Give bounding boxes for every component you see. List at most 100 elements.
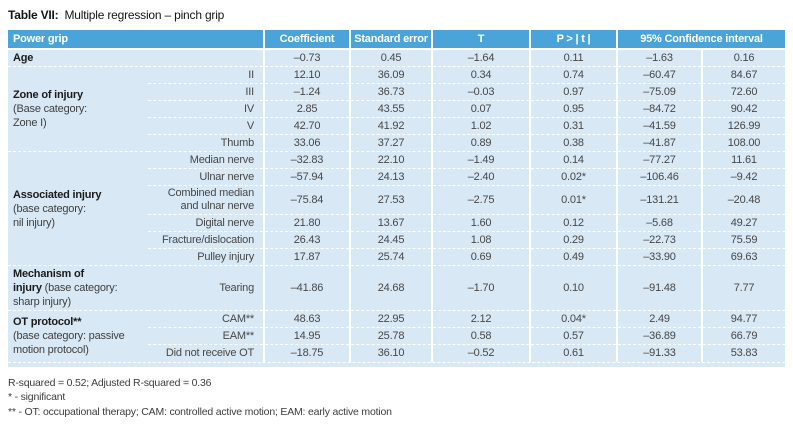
table-row: Combined median and ulnar nerve –75.84 27.… [8,185,785,215]
table-row: EAM** 14.95 25.78 0.58 0.57 –36.89 66.79 [8,327,785,345]
cell-p: 0.10 [529,265,617,311]
table-row: Age –0.73 0.45 –1.64 0.11 –1.63 0.16 [8,49,785,67]
cell-coefficient: –57.94 [263,168,350,186]
row-group-label: Mechanism of injury (base category: shar… [8,265,148,311]
row-group-label: Zone of injury (Base category: Zone I) [8,66,148,152]
cell-t: 0.07 [431,100,530,118]
group-label-base-category: (Base category: Zone I) [13,103,88,129]
cell-coefficient: 42.70 [263,117,350,135]
cell-coefficient: 21.80 [263,214,350,232]
table-header-row: Power grip Coefficient Standard error T … [8,30,785,50]
cell-ci_low: –36.89 [616,327,702,345]
cell-standard_error: 43.55 [349,100,432,118]
cell-ci_high: 66.79 [701,327,785,345]
row-category: II [148,66,264,84]
cell-coefficient: 14.95 [263,327,350,345]
row-category: Median nerve [148,151,264,169]
cell-standard_error: 41.92 [349,117,432,135]
table-row: Did not receive OT –18.75 36.10 –0.52 0.61 –9… [8,344,785,362]
cell-ci_low: –131.21 [616,185,702,215]
cell-standard_error: 25.74 [349,248,432,266]
cell-p: 0.49 [529,248,617,266]
cell-t: 2.12 [431,310,530,328]
cell-coefficient: –1.24 [263,83,350,101]
regression-table: Power grip Coefficient Standard error T … [8,30,785,362]
cell-ci_low: –84.72 [616,100,702,118]
cell-t: 0.34 [431,66,530,84]
cell-t: 0.69 [431,248,530,266]
cell-p: 0.31 [529,117,617,135]
cell-coefficient: 26.43 [263,231,350,249]
cell-ci_low: –41.59 [616,117,702,135]
cell-ci_high: 90.42 [701,100,785,118]
table-row: Pulley injury 17.87 25.74 0.69 0.49 –33.90 69.… [8,248,785,266]
cell-standard_error: 37.27 [349,134,432,152]
cell-coefficient: 33.06 [263,134,350,152]
cell-coefficient: –0.73 [263,49,350,67]
cell-p: 0.74 [529,66,617,84]
row-category: IV [148,100,264,118]
row-group-label: Associated injury (base category: nil in… [8,151,148,266]
cell-ci_high: 126.99 [701,117,785,135]
group-label-base-category: (base category: nil injury) [13,202,86,229]
cell-ci_high: 72.60 [701,83,785,101]
row-category: III [148,83,264,101]
table-bottom-strip [8,361,785,367]
cell-p: 0.12 [529,214,617,232]
cell-coefficient: –75.84 [263,185,350,215]
cell-t: –1.64 [431,49,530,67]
header-coefficient: Coefficient [263,30,350,50]
cell-ci_high: 49.27 [701,214,785,232]
cell-ci_high: 84.67 [701,66,785,84]
cell-t: –0.03 [431,83,530,101]
cell-ci_low: –33.90 [616,248,702,266]
cell-coefficient: 12.10 [263,66,350,84]
group-label-base-category: (base category: passive motion protocol) [13,330,125,357]
cell-coefficient: 48.63 [263,310,350,328]
group-label-bold: Zone of injury [13,89,83,101]
row-category: Fracture/dislocation [148,231,264,249]
cell-coefficient: 17.87 [263,248,350,266]
cell-standard_error: 24.68 [349,265,432,311]
cell-ci_high: 69.63 [701,248,785,266]
cell-t: 0.89 [431,134,530,152]
cell-p: 0.04* [529,310,617,328]
cell-p: 0.97 [529,83,617,101]
cell-ci_high: –20.48 [701,185,785,215]
cell-ci_high: 0.16 [701,49,785,67]
cell-t: –0.52 [431,344,530,362]
cell-coefficient: –18.75 [263,344,350,362]
cell-ci_high: –9.42 [701,168,785,186]
cell-ci_high: 11.61 [701,151,785,169]
cell-t: –2.40 [431,168,530,186]
cell-standard_error: 22.95 [349,310,432,328]
group-label-bold: OT protocol** [13,316,82,329]
row-group-label: OT protocol** (base category: passive mo… [8,310,148,362]
cell-ci_low: 2.49 [616,310,702,328]
footnotes: R-squared = 0.52; Adjusted R-squared = 0… [8,376,785,420]
cell-standard_error: 0.45 [349,49,432,67]
cell-t: 1.60 [431,214,530,232]
cell-p: 0.11 [529,49,617,67]
cell-p: 0.38 [529,134,617,152]
cell-ci_low: –91.48 [616,265,702,311]
table-title-text: Multiple regression – pinch grip [64,8,225,22]
row-category: CAM** [148,310,264,328]
table-row: IV 2.85 43.55 0.07 0.95 –84.72 90.42 [8,100,785,118]
cell-ci_low: –91.33 [616,344,702,362]
group-label-base-category: (base category: sharp injury) [13,282,118,308]
row-group-label: Age [8,49,148,67]
cell-t: 1.08 [431,231,530,249]
cell-standard_error: 24.13 [349,168,432,186]
cell-ci_low: –106.46 [616,168,702,186]
cell-t: 0.58 [431,327,530,345]
table-title-label: Table VII: [8,8,59,22]
cell-ci_low: –22.73 [616,231,702,249]
cell-coefficient: –32.83 [263,151,350,169]
cell-standard_error: 24.45 [349,231,432,249]
cell-p: 0.57 [529,327,617,345]
cell-standard_error: 25.78 [349,327,432,345]
row-category: Did not receive OT [148,344,264,362]
table-row: Ulnar nerve –57.94 24.13 –2.40 0.02* –106.46–… [8,168,785,186]
page: Table VII: Multiple regression – pinch gr… [8,8,785,420]
